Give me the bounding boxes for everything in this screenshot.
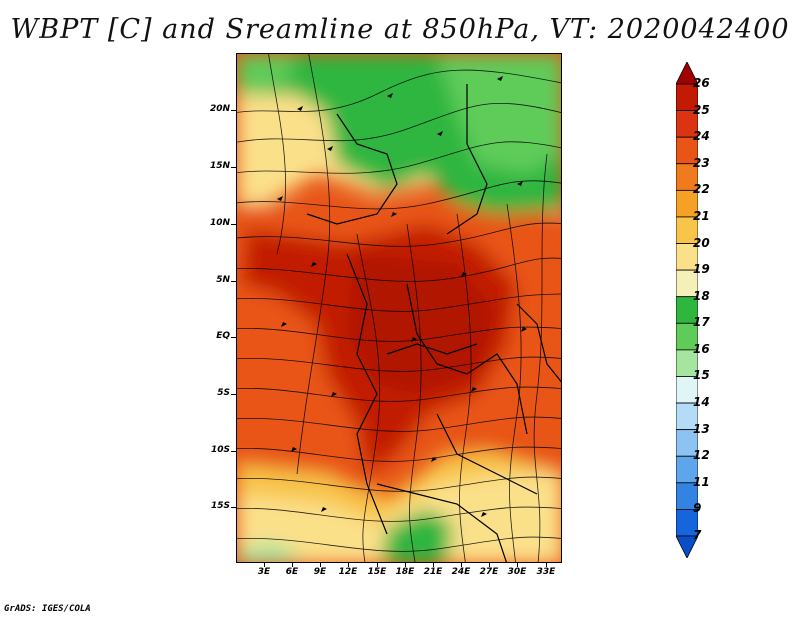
colorbar-label: 9 — [693, 501, 702, 516]
lon-tick — [546, 563, 547, 567]
lat-label-10s: 10S — [210, 445, 230, 455]
lon-label-15e: 15E — [367, 567, 387, 577]
colorbar-label: 25 — [693, 102, 710, 117]
colorbar-label: 18 — [693, 288, 710, 303]
lat-tick — [231, 507, 236, 508]
map-panel — [236, 53, 562, 563]
lat-label-15n: 15N — [209, 161, 230, 171]
lon-label-27e: 27E — [479, 567, 499, 577]
lon-label-30e: 30E — [507, 567, 527, 577]
lon-label-21e: 21E — [423, 567, 443, 577]
colorbar-label: 7 — [693, 528, 702, 542]
colorbar-label: 17 — [693, 315, 710, 330]
country-borders — [306, 84, 561, 562]
colorbar-label: 15 — [693, 368, 710, 383]
lon-tick — [433, 563, 434, 567]
lat-tick — [231, 337, 236, 338]
colorbar-label: 20 — [693, 235, 710, 250]
lon-tick — [405, 563, 406, 567]
streamline-arrows — [277, 76, 527, 517]
lon-tick — [320, 563, 321, 567]
colorbar-label: 12 — [693, 448, 710, 463]
lat-tick — [231, 167, 236, 168]
lat-label-10n: 10N — [209, 218, 230, 228]
lat-tick — [231, 451, 236, 452]
streamlines — [237, 54, 561, 562]
lat-tick — [231, 394, 236, 395]
colorbar-label: 24 — [693, 129, 710, 144]
colorbar-label: 22 — [693, 182, 710, 197]
colorbar-segment — [676, 535, 698, 558]
lat-tick — [231, 110, 236, 111]
lat-label-15s: 15S — [210, 501, 230, 511]
colorbar-label: 11 — [693, 474, 710, 489]
lon-tick — [348, 563, 349, 567]
colorbar-label: 16 — [693, 341, 710, 356]
lon-label-33e: 33E — [536, 567, 556, 577]
colorbar-label: 23 — [693, 155, 710, 170]
colorbar — [676, 62, 698, 558]
wbpt-field-map — [237, 54, 561, 562]
lat-label-eq: EQ — [216, 331, 230, 341]
lon-tick — [377, 563, 378, 567]
lon-tick — [489, 563, 490, 567]
colorbar-label: 26 — [693, 76, 710, 90]
colorbar-label: 13 — [693, 421, 710, 436]
lat-label-5s: 5S — [217, 388, 230, 398]
lon-tick — [517, 563, 518, 567]
lon-label-9e: 9E — [313, 567, 327, 577]
lon-label-6e: 6E — [285, 567, 299, 577]
lon-tick — [264, 563, 265, 567]
lon-tick — [461, 563, 462, 567]
colorbar-label: 19 — [693, 262, 710, 277]
lat-tick — [231, 281, 236, 282]
lon-label-12e: 12E — [338, 567, 358, 577]
colorbar-label: 21 — [693, 208, 710, 223]
lon-tick — [292, 563, 293, 567]
grads-credit: GrADS: IGES/COLA — [4, 604, 91, 614]
colorbar-label: 14 — [693, 395, 710, 410]
lon-label-18e: 18E — [395, 567, 415, 577]
lon-label-3e: 3E — [257, 567, 271, 577]
lat-label-5n: 5N — [216, 275, 230, 285]
lat-tick — [231, 224, 236, 225]
chart-title: WBPT [C] and Sreamline at 850hPa, VT: 20… — [10, 14, 790, 45]
lon-label-24e: 24E — [451, 567, 471, 577]
lat-label-20n: 20N — [209, 104, 230, 114]
